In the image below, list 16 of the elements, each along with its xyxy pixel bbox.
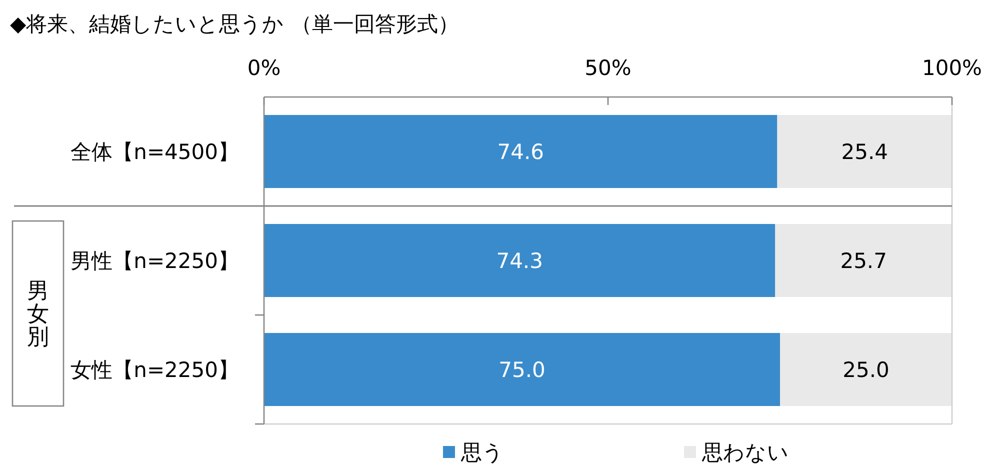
title: ◆将来、結婚したいと思うか （単一回答形式） xyxy=(10,12,459,36)
data-label: 25.0 xyxy=(842,358,890,382)
legend-text: 思わない xyxy=(702,440,789,465)
category-label: 全体【n=4500】 xyxy=(70,140,239,164)
data-label: 25.7 xyxy=(840,249,887,274)
data-label: 25.4 xyxy=(841,140,888,164)
x-tick-label: 0% xyxy=(247,56,281,80)
x-tick-label: 50% xyxy=(584,56,632,80)
category-label: 女性【n=2250】 xyxy=(70,358,239,382)
data-label: 74.3 xyxy=(496,249,543,274)
data-label: 75.0 xyxy=(498,358,546,382)
category-label: 男性【n=2250】 xyxy=(70,249,239,274)
x-tick-label: 100% xyxy=(922,56,982,80)
group-text: 男女別 xyxy=(27,279,49,350)
data-label: 74.6 xyxy=(497,140,544,164)
legend-text: 思う xyxy=(461,440,504,465)
